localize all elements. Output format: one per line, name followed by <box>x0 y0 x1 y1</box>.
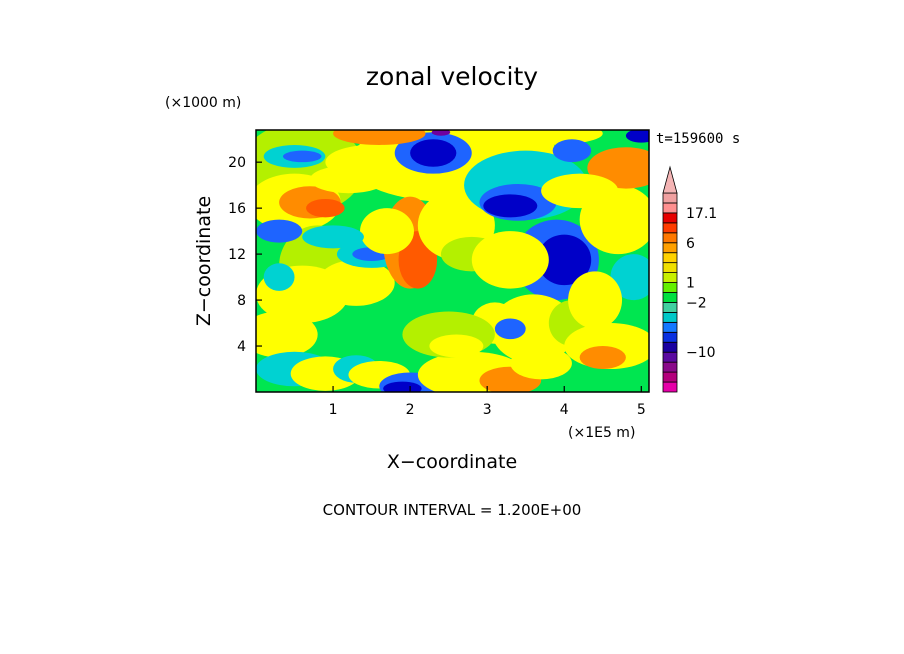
y-tick-label: 20 <box>228 155 246 171</box>
contour-region <box>483 194 538 218</box>
y-axis-ticks: 4 8 12 16 20 <box>228 155 262 355</box>
colorbar-swatch <box>662 192 678 204</box>
colorbar-label: 17.1 <box>686 206 717 222</box>
contour-region <box>568 271 623 329</box>
contour-region <box>306 198 345 218</box>
contour-region <box>625 130 649 143</box>
y-tick-label: 12 <box>228 247 246 263</box>
colorbar-swatch <box>662 381 678 393</box>
colorbar-swatch <box>662 252 678 264</box>
contour-region <box>360 208 414 255</box>
colorbar-swatch <box>662 202 678 214</box>
contour-field <box>256 130 649 392</box>
colorbar-swatch <box>662 212 678 224</box>
x-tick-label: 4 <box>560 402 569 418</box>
colorbar-swatch <box>662 242 678 254</box>
contour-region <box>302 225 364 249</box>
plot-frame <box>255 129 650 393</box>
colorbar-extend-arrow <box>662 165 678 194</box>
contour-region <box>610 254 649 301</box>
y-axis-unit: (×1000 m) <box>165 95 241 111</box>
contour-region <box>383 381 422 392</box>
y-tick-label: 8 <box>237 293 246 309</box>
contour-interval-note: CONTOUR INTERVAL = 1.200E+00 <box>323 501 582 519</box>
colorbar-swatch <box>662 262 678 273</box>
colorbar-swatch <box>662 341 678 353</box>
contour-region <box>263 263 295 291</box>
contour-region <box>333 130 426 145</box>
colorbar-swatch <box>662 361 678 373</box>
y-tick-label: 16 <box>228 201 246 217</box>
y-axis-label: Z−coordinate <box>193 196 215 326</box>
contour-region <box>541 173 619 209</box>
colorbar-swatch <box>662 311 678 323</box>
contour-region <box>282 150 322 163</box>
x-axis-unit: (×1E5 m) <box>568 425 635 441</box>
colorbar-swatch <box>662 302 678 313</box>
contour-region <box>510 347 572 380</box>
colorbar-swatch <box>662 371 678 383</box>
contour-region <box>256 219 303 243</box>
contour-region <box>431 130 451 136</box>
contour-region <box>552 139 592 163</box>
contour-region <box>317 259 395 306</box>
colorbar-swatch <box>662 331 678 343</box>
contour-region <box>537 234 592 286</box>
x-tick-label: 1 <box>329 402 338 418</box>
contour-region <box>325 144 418 180</box>
x-tick-label: 2 <box>406 402 415 418</box>
contour-region <box>410 139 457 167</box>
contour-region <box>429 334 484 358</box>
contour-region <box>494 318 526 340</box>
colorbar-swatch <box>662 282 678 293</box>
contour-region <box>471 231 549 289</box>
time-label: t=159600 s <box>656 131 740 147</box>
colorbar-swatch <box>662 321 678 333</box>
chart-title: zonal velocity <box>366 62 538 91</box>
colorbar-label: −2 <box>686 295 707 311</box>
colorbar: 17.1 6 1 −2 −10 <box>662 165 717 393</box>
contour-regions <box>256 130 649 392</box>
y-tick-label: 4 <box>237 339 246 355</box>
colorbar-swatch <box>662 232 678 244</box>
colorbar-swatch <box>662 351 678 363</box>
colorbar-label: −10 <box>686 345 716 361</box>
colorbar-swatch <box>662 292 678 303</box>
colorbar-swatch <box>662 272 678 283</box>
x-axis-ticks: 1 2 3 4 5 <box>329 386 646 418</box>
x-tick-label: 5 <box>637 402 646 418</box>
x-tick-label: 3 <box>483 402 492 418</box>
contour-region <box>256 311 318 358</box>
contour-region <box>494 130 603 145</box>
colorbar-swatch <box>662 222 678 234</box>
colorbar-label: 6 <box>686 236 695 252</box>
contour-region <box>579 346 626 370</box>
colorbar-label: 1 <box>686 276 695 292</box>
x-axis-label: X−coordinate <box>387 451 517 473</box>
